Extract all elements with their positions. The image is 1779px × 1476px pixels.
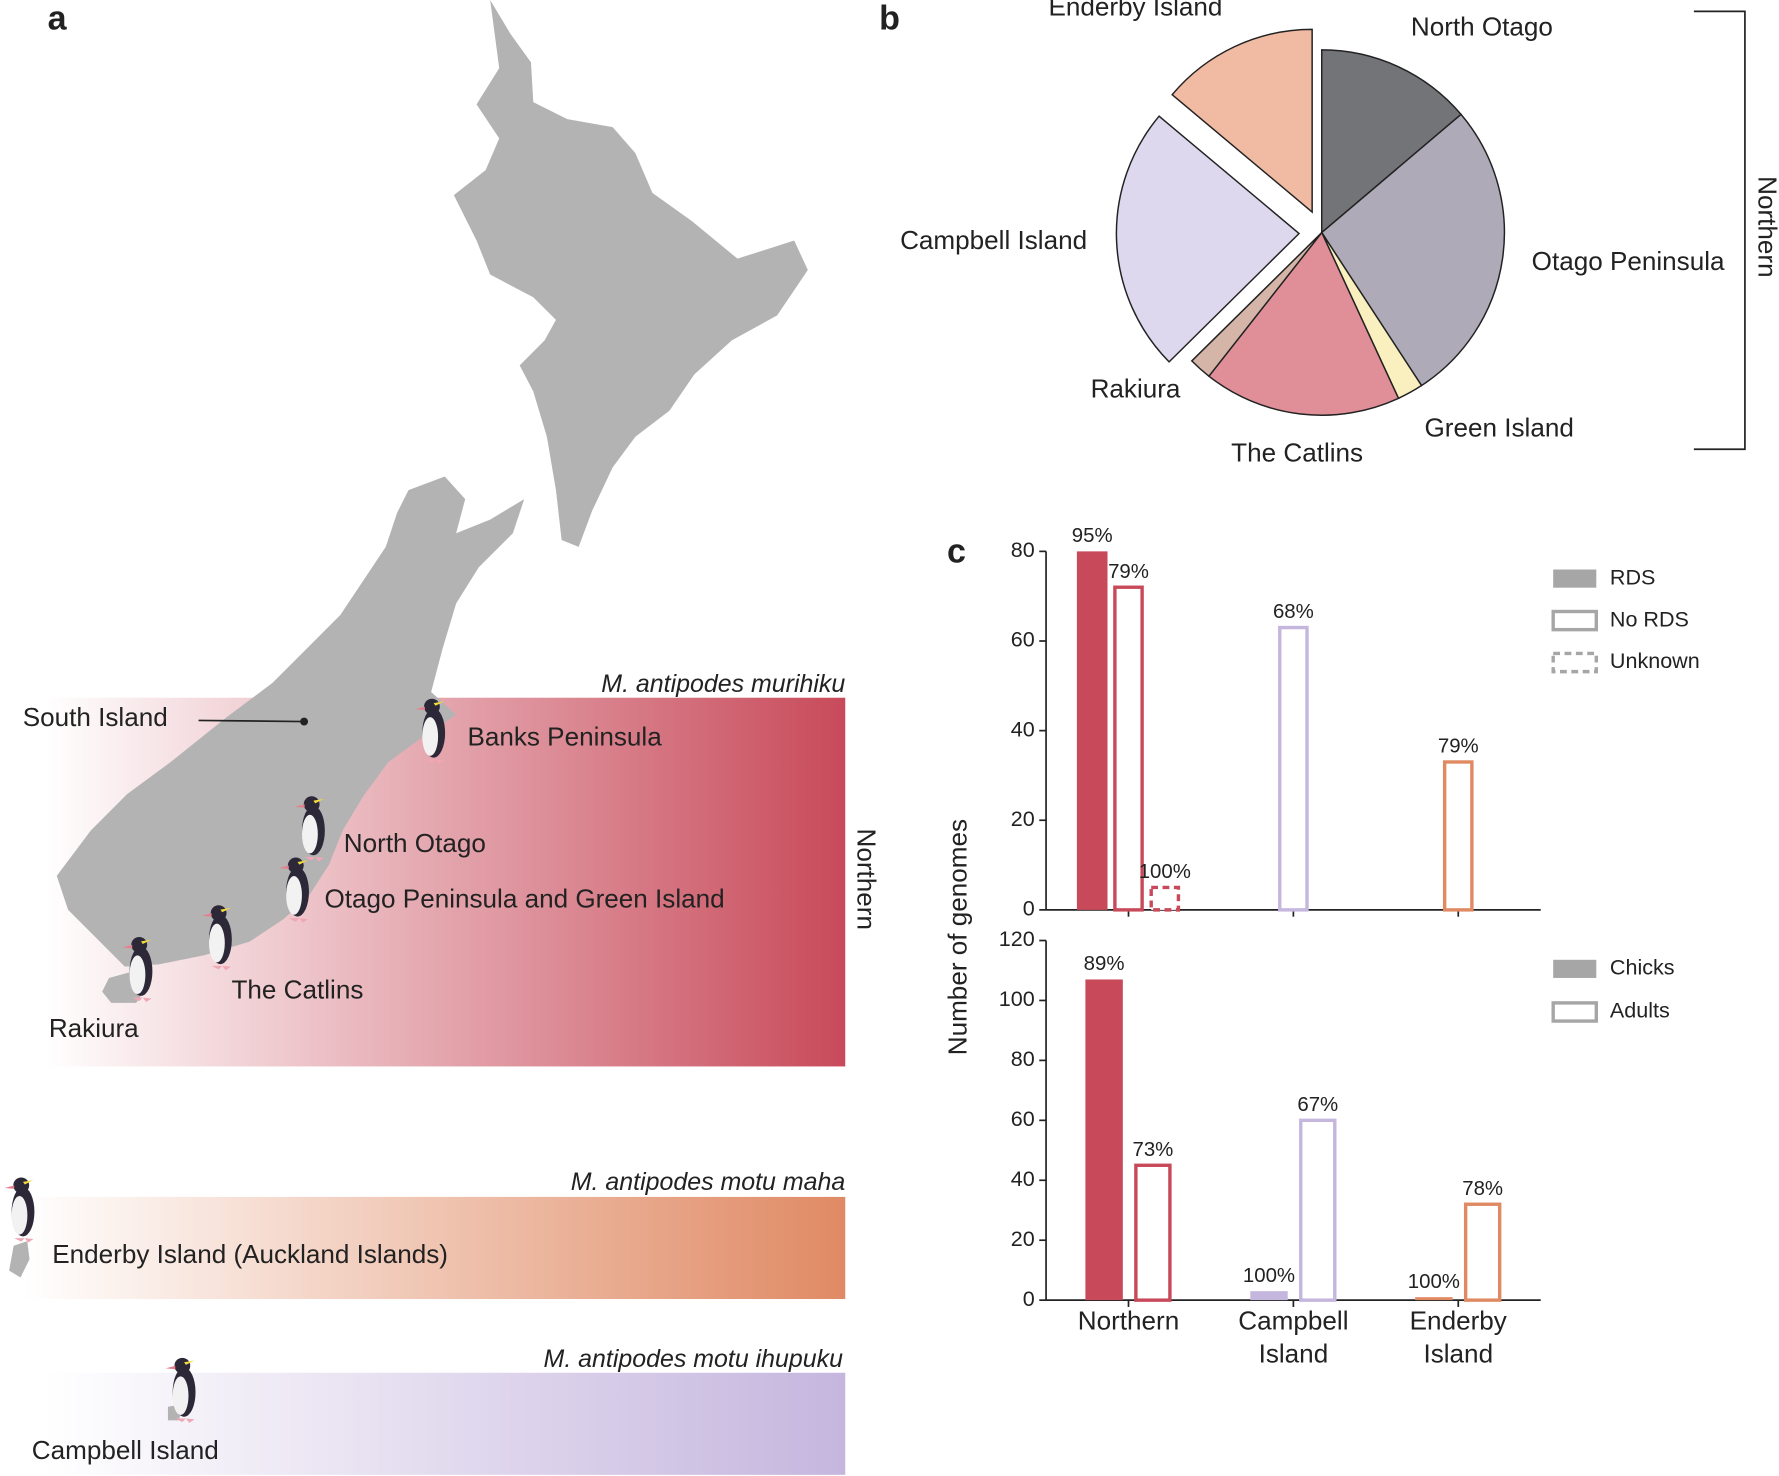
bar-label: 73%	[1132, 1139, 1173, 1161]
bracket	[1693, 10, 1746, 451]
legend-swatch	[1551, 1001, 1599, 1023]
slice-label: The Catlins	[1231, 438, 1363, 468]
y-tick-label: 80	[1011, 1046, 1035, 1071]
bar	[1134, 1163, 1172, 1302]
legend-swatch	[1551, 609, 1599, 632]
y-tick-label: 40	[1011, 1166, 1035, 1191]
bar-label: 100%	[1243, 1265, 1295, 1287]
panel-label: a	[48, 0, 68, 37]
slice-label: Campbell Island	[900, 225, 1087, 255]
y-tick-label: 80	[1011, 537, 1035, 562]
legend-label: Chicks	[1610, 955, 1675, 980]
legend-label: RDS	[1610, 564, 1656, 589]
taxon-label: M. antipodes motu ihupuku	[544, 1345, 844, 1373]
legend-label: No RDS	[1610, 606, 1689, 631]
y-tick-label: 40	[1011, 716, 1035, 741]
bar-label: 95%	[1072, 525, 1113, 547]
y-axis-label: Number of genomes	[943, 819, 973, 1055]
range-band	[22, 1196, 846, 1300]
x-tick-label: Campbell Island	[1238, 1305, 1349, 1369]
x-tick-label-box: Northern	[1077, 1305, 1180, 1336]
y-tick-label: 60	[1011, 1106, 1035, 1131]
leader-dot	[300, 717, 309, 726]
pie-slice	[1321, 49, 1463, 235]
legend-swatch	[1551, 651, 1599, 674]
auckland-islands	[9, 1241, 30, 1278]
bar	[1278, 625, 1309, 912]
site-label: Campbell Island	[32, 1435, 219, 1465]
slice-label: Green Island	[1425, 412, 1574, 442]
bar	[1415, 1297, 1453, 1301]
site-label: Enderby Island (Auckland Islands)	[52, 1239, 448, 1269]
y-tick-label: 20	[1011, 1226, 1035, 1251]
site-label: North Otago	[344, 828, 486, 858]
site-label: Otago Peninsula and Green Island	[325, 884, 725, 914]
site-label: The Catlins	[231, 974, 363, 1004]
bar	[1149, 885, 1181, 912]
site-label: Banks Peninsula	[467, 721, 662, 751]
y-tick-label: 60	[1011, 627, 1035, 652]
north-island	[453, 0, 808, 547]
legend-label: Adults	[1610, 998, 1670, 1023]
bar-label: 67%	[1297, 1094, 1338, 1116]
bar-label: 89%	[1084, 953, 1125, 975]
x-tick-label: Enderby Island	[1409, 1305, 1507, 1369]
group-label: Northern	[852, 829, 882, 930]
bar	[1250, 1291, 1288, 1301]
bar	[1463, 1202, 1502, 1302]
y-tick-label: 0	[1023, 896, 1035, 921]
bar	[1113, 585, 1144, 912]
slice-label: Rakiura	[1091, 374, 1181, 404]
y-tick-label: 120	[999, 926, 1035, 951]
bracket-label: Northern	[1752, 176, 1779, 277]
x-tick-label: Northern	[1077, 1305, 1180, 1336]
x-tick-label-box: Campbell Island	[1238, 1305, 1349, 1369]
bar-label: 100%	[1408, 1271, 1460, 1293]
bar	[1076, 551, 1108, 910]
slice-label: Otago Peninsula	[1532, 246, 1725, 276]
pie-slice	[1320, 113, 1506, 387]
site-label: Rakiura	[49, 1013, 139, 1043]
legend-swatch	[1553, 569, 1597, 588]
pie-slice	[1207, 231, 1400, 416]
y-tick-label: 0	[1023, 1286, 1035, 1311]
bar-label: 79%	[1108, 561, 1149, 583]
slice-label: North Otago	[1411, 12, 1553, 42]
x-tick-label-box: Enderby Island	[1409, 1305, 1507, 1369]
bar	[1442, 760, 1474, 912]
legend-label: Unknown	[1610, 648, 1700, 673]
pie-slice	[1190, 232, 1323, 378]
region-label: South Island	[23, 702, 168, 732]
bar-label: 79%	[1438, 736, 1479, 758]
legend-swatch	[1553, 959, 1597, 978]
taxon-label: M. antipodes motu maha	[571, 1168, 846, 1196]
taxon-label: M. antipodes murihiku	[601, 670, 845, 698]
bar	[1085, 979, 1123, 1301]
y-tick-label: 100	[999, 986, 1035, 1011]
leader-line	[198, 719, 305, 723]
map-panel: a South Island Banks Peninsula North Ota…	[4, 0, 882, 1475]
y-tick-label: 20	[1011, 806, 1035, 831]
bar-label: 100%	[1139, 861, 1191, 883]
panel-label: c	[947, 533, 966, 571]
slice-label: Enderby Island	[1048, 0, 1222, 21]
bar	[1299, 1118, 1337, 1302]
bar-label: 78%	[1462, 1178, 1503, 1200]
panel-label: b	[879, 0, 900, 37]
pie-slice	[1171, 28, 1313, 214]
pie-slice	[1115, 115, 1301, 363]
bar-label: 68%	[1273, 601, 1314, 623]
